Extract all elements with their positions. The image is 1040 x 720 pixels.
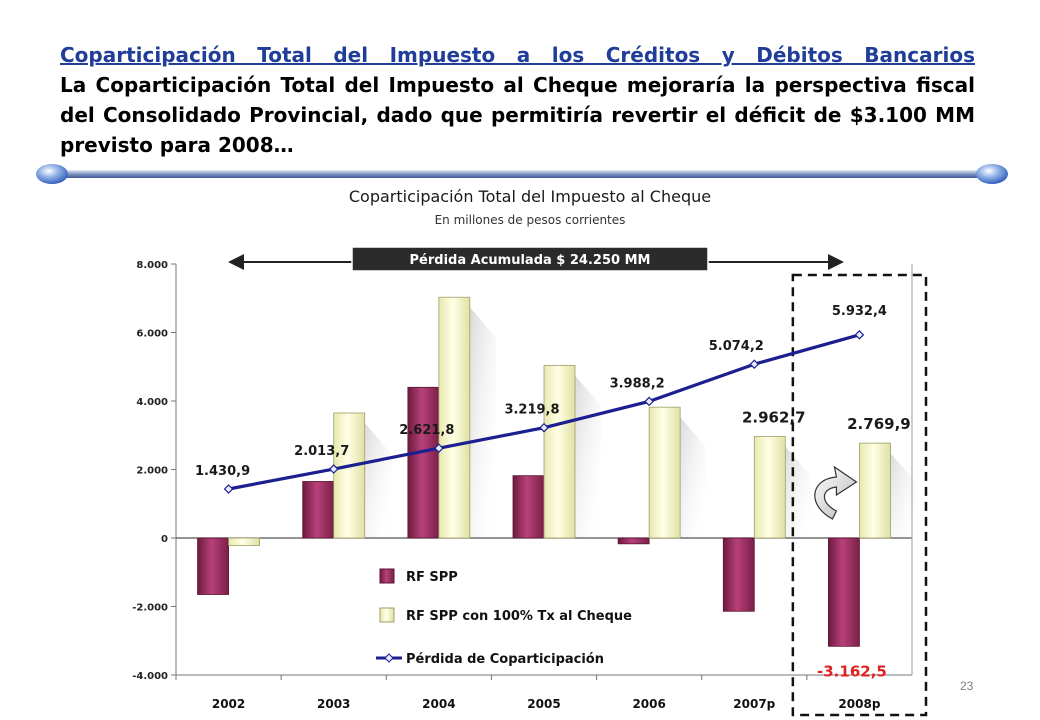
- y-tick-label: 0: [161, 534, 168, 545]
- bar-rf-spp-cheque: [438, 296, 471, 539]
- bar-rf-spp: [828, 537, 860, 647]
- slide-heading: Coparticipación Total del Impuesto a los…: [60, 40, 975, 160]
- banner-label: Pérdida Acumulada $ 24.250 MM: [410, 253, 651, 268]
- line-data-label: 3.988,2: [610, 376, 665, 391]
- bar-shadow: [364, 422, 391, 538]
- x-tick-label: 2004: [422, 697, 455, 711]
- bar-data-label: -3.162,5: [817, 662, 887, 680]
- line-marker: [644, 396, 654, 407]
- banner-box: [351, 246, 709, 272]
- legend-label: RF SPP: [406, 570, 458, 585]
- y-tick-label: -2.000: [132, 603, 168, 614]
- y-tick-label: 2.000: [136, 466, 168, 477]
- legend-label: Pérdida de Coparticipación: [406, 652, 604, 667]
- line-marker: [539, 422, 549, 433]
- line-marker: [223, 484, 234, 494]
- bar-rf-spp: [722, 537, 755, 612]
- x-tick-label: 2008p: [838, 697, 880, 711]
- bar-shadow: [785, 446, 812, 538]
- line-marker: [328, 464, 339, 474]
- legend-swatch-rf-spp-cheque: [379, 607, 395, 623]
- legend-swatch-rf-spp: [379, 568, 395, 584]
- line-data-label: 2.621,8: [399, 423, 454, 438]
- page-number: 23: [960, 679, 974, 693]
- line-data-label: 3.219,8: [504, 403, 559, 418]
- bar-rf-spp-cheque: [648, 406, 681, 539]
- bar-rf-spp-cheque: [333, 412, 366, 539]
- line-data-label: 5.932,4: [832, 304, 887, 319]
- chart-title: Coparticipación Total del Impuesto al Ch…: [349, 187, 711, 206]
- x-tick-label: 2003: [317, 697, 350, 711]
- line-marker: [434, 443, 444, 454]
- y-tick-label: -4.000: [132, 671, 168, 682]
- x-tick-label: 2002: [212, 697, 245, 711]
- x-tick-label: 2007p: [733, 697, 775, 711]
- bar-data-label: 2.962,7: [742, 409, 806, 427]
- y-tick-label: 4.000: [136, 397, 168, 408]
- line-data-label: 2.013,7: [294, 444, 349, 459]
- y-tick-label: 8.000: [136, 260, 168, 271]
- slide-body-text: La Coparticipación Total del Impuesto al…: [60, 73, 975, 157]
- line-data-label: 5.074,2: [709, 339, 764, 354]
- line-marker: [854, 329, 865, 340]
- x-tick-label: 2006: [632, 697, 665, 711]
- legend-label: RF SPP con 100% Tx al Cheque: [406, 609, 632, 624]
- bar-rf-spp-cheque: [859, 442, 891, 539]
- bar-shadow: [469, 307, 496, 538]
- rotate-arrow-icon: [814, 465, 858, 520]
- bar-rf-spp-cheque: [753, 436, 786, 539]
- bar-rf-spp: [302, 481, 335, 539]
- banner-group: Pérdida Acumulada $ 24.250 MM: [228, 246, 844, 272]
- bar-rf-spp: [512, 475, 545, 539]
- x-tick-label: 2005: [527, 697, 560, 711]
- bar-rf-spp-cheque: [543, 364, 576, 539]
- bar-shadow: [575, 375, 601, 538]
- legend-marker: [384, 653, 394, 663]
- bar-data-label: 2.769,9: [847, 415, 911, 433]
- line-data-label: 1.430,9: [195, 464, 250, 479]
- bar-shadow: [890, 453, 917, 538]
- y-tick-label: 6.000: [136, 329, 168, 340]
- divider-bar: [36, 164, 1008, 184]
- bar-rf-spp: [407, 386, 440, 539]
- slide-headline: Coparticipación Total del Impuesto a los…: [60, 43, 975, 67]
- plot-area: 8.000 6.000 4.000 2.000 0 -2.000 -4.000 2002 200…: [132, 260, 928, 717]
- line-marker: [749, 359, 760, 370]
- bar-rf-spp: [617, 537, 650, 545]
- highlight-box-2008p: [791, 273, 928, 717]
- bar-shadow: [680, 417, 707, 538]
- chart-subtitle: En millones de pesos corrientes: [435, 213, 626, 227]
- bar-rf-spp-cheque: [228, 537, 260, 546]
- bar-rf-spp: [197, 537, 229, 595]
